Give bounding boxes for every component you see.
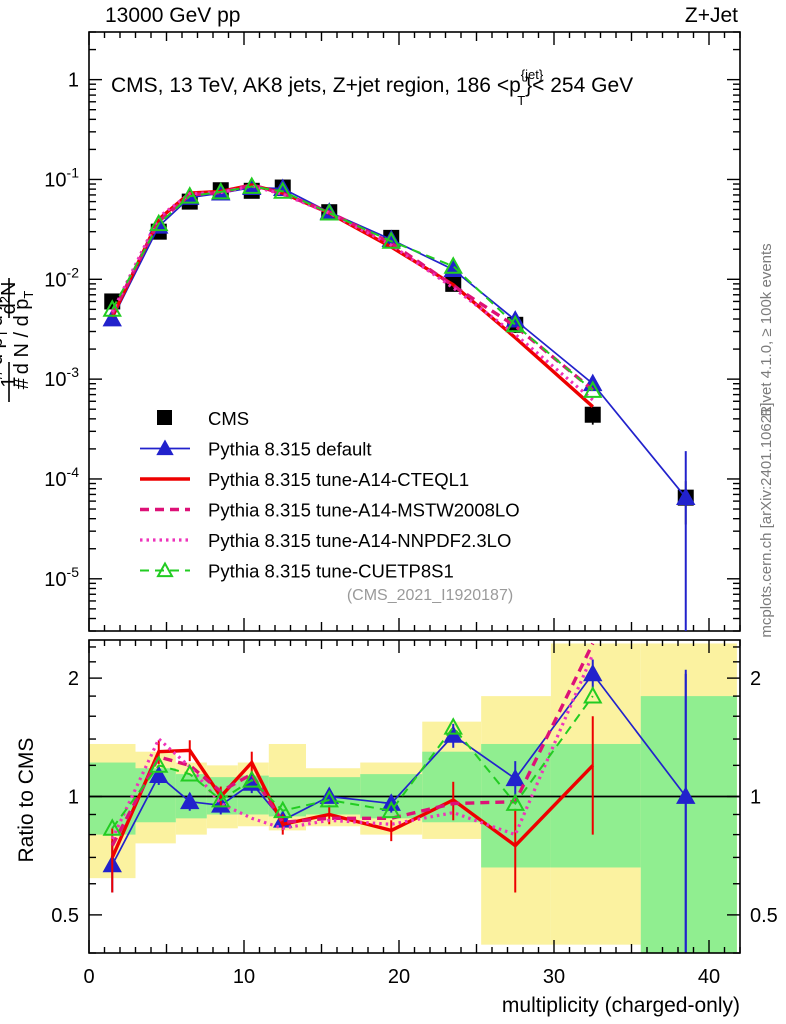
ratio-ytick-label: 2 (68, 668, 79, 690)
xtick-label: 10 (233, 966, 255, 988)
ratio-band-inner (640, 696, 737, 953)
series-line (111, 185, 594, 392)
main-series (110, 184, 594, 402)
main-panel-title: CMS, 13 TeV, AK8 jets, Z+jet region, 186… (111, 67, 633, 108)
ratio-marker-triangle (583, 686, 603, 704)
data-marker-triangle (273, 181, 293, 199)
main-ytick-label: 10-2 (44, 264, 79, 291)
legend-label: Pythia 8.315 default (208, 439, 372, 460)
legend-marker-triangle (156, 561, 174, 578)
legend-entry[interactable]: CMS (157, 408, 249, 429)
ratio-ytick-label: 0.5 (51, 905, 79, 927)
legend-marker-triangle (156, 439, 174, 456)
ratio-marker-triangle (443, 717, 463, 735)
legend-label: Pythia 8.315 tune-A14-MSTW2008LO (208, 500, 520, 521)
data-marker-triangle (505, 314, 525, 333)
ratio-series (102, 686, 603, 836)
data-marker-triangle (102, 308, 122, 327)
data-marker-triangle (242, 176, 262, 194)
ratio-marker-triangle (180, 791, 200, 810)
main-series (102, 176, 603, 398)
data-marker-triangle (583, 380, 603, 398)
analysis-watermark: (CMS_2021_I1920187) (347, 587, 513, 604)
legend: CMS Pythia 8.315 default Pythia 8.315 tune… (140, 408, 520, 582)
data-marker-triangle (211, 181, 231, 200)
ratio-marker-triangle (505, 793, 525, 811)
ratio-series-line (111, 672, 687, 866)
main-ytick-label: 1 (68, 70, 79, 92)
xaxis-label: multiplicity (charged-only) (502, 994, 740, 1017)
data-marker-square (584, 406, 601, 423)
main-y-ticks (89, 31, 740, 632)
legend-entry[interactable]: Pythia 8.315 tune-A14-NNPDF2.3LO (140, 530, 511, 551)
legend-label: Pythia 8.315 tune-A14-NNPDF2.3LO (208, 530, 511, 551)
ratio-marker-triangle (319, 789, 339, 808)
ratio-marker-triangle (149, 765, 169, 784)
ratio-marker-triangle (102, 818, 122, 836)
main-x-ticks (88, 32, 741, 631)
legend-entry[interactable]: Pythia 8.315 tune-A14-CTEQL1 (140, 469, 469, 490)
ratio-marker-triangle (505, 768, 525, 787)
ratio-marker-triangle (583, 663, 603, 682)
ratio-ytick-label: 1 (68, 787, 79, 809)
ratio-ytick-label-right: 1 (750, 787, 761, 809)
ratio-band-inner (550, 743, 641, 868)
ratio-panel: 2 2 1 1 0.5 0.5 0 10 20 30 40 (51, 639, 778, 988)
legend-entry[interactable]: Pythia 8.315 tune-A14-MSTW2008LO (140, 500, 520, 521)
main-series (110, 183, 594, 392)
xtick-label: 20 (388, 966, 410, 988)
data-marker-triangle (381, 231, 401, 249)
data-marker-triangle (443, 256, 463, 274)
mcplots-reference-label: mcplots.cern.ch [arXiv:2401.10621] (758, 402, 775, 637)
main-ytick-label: 10-5 (44, 564, 79, 591)
main-ytick-label: 10-3 (44, 364, 79, 391)
ratio-x-ticks (88, 640, 741, 953)
svg-text:#d N / d pT: #d N / d pT (11, 291, 36, 390)
xtick-label: 40 (698, 966, 720, 988)
legend-marker-square (157, 410, 172, 425)
legend-entry[interactable]: Pythia 8.315 tune-CUETP8S1 (140, 561, 454, 582)
data-marker-triangle (319, 203, 339, 221)
ratio-marker-triangle (211, 789, 231, 808)
data-marker-triangle (149, 213, 169, 232)
main-ytick-label: 10-1 (44, 164, 79, 191)
ratio-series (110, 653, 595, 840)
svg-text:d2N: d2N (0, 282, 20, 315)
rivet-version-label: Rivet 4.1.0, ≥ 100k events (758, 243, 775, 416)
series-line (110, 184, 594, 402)
xtick-label: 0 (83, 966, 94, 988)
series-line (110, 183, 594, 392)
ratio-marker-triangle (180, 764, 200, 782)
legend-entry[interactable]: Pythia 8.315 default (140, 439, 372, 460)
main-ylabel: #d N / d pT #d pTd λ 1 d2N (0, 278, 36, 402)
ratio-ytick-label-right: 0.5 (750, 905, 778, 927)
ratio-series-line (110, 653, 595, 840)
svg-text:1: 1 (0, 376, 20, 387)
header-beam-label: 13000 GeV pp (105, 4, 240, 27)
header-process-label: Z+Jet (685, 4, 738, 27)
ratio-marker-triangle (149, 755, 169, 773)
ratio-marker-triangle (381, 800, 401, 819)
main-panel: 1 10-1 10-2 10-3 10-4 10-5 CMS, 13 TeV, AK8 je… (44, 31, 741, 632)
legend-label: CMS (208, 408, 249, 429)
svg-text:#d pTd λ: #d pTd λ (0, 300, 10, 381)
ratio-y-ticks (89, 646, 740, 954)
data-marker-triangle (102, 299, 122, 317)
ratio-marker-triangle (273, 800, 293, 819)
ratio-series-line (110, 642, 595, 847)
main-ytick-label: 10-4 (44, 464, 79, 491)
data-marker-triangle (180, 186, 200, 204)
ratio-ylabel: Ratio to CMS (15, 738, 38, 863)
ratio-series (110, 642, 595, 847)
ratio-series-line (111, 695, 594, 829)
legend-label: Pythia 8.315 tune-CUETP8S1 (208, 561, 454, 582)
ratio-series (110, 716, 595, 893)
legend-label: Pythia 8.315 tune-A14-CTEQL1 (208, 469, 469, 490)
xtick-label: 30 (543, 966, 565, 988)
ratio-marker-triangle (242, 770, 262, 788)
ratio-ytick-label-right: 2 (750, 668, 761, 690)
